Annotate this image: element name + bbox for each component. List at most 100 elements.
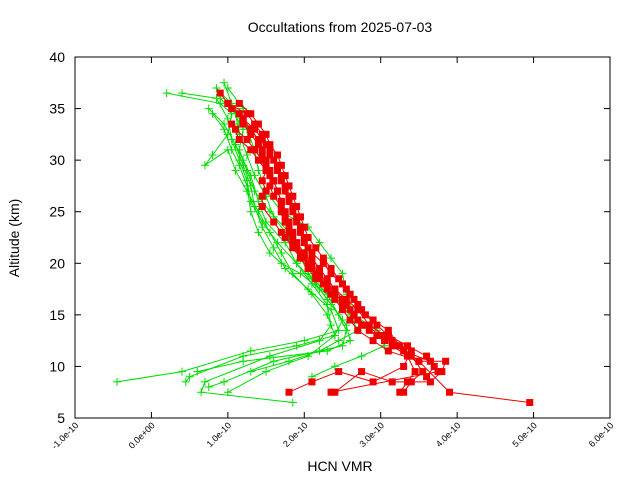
data-point-square [293, 239, 301, 247]
series-red-12 [235, 99, 450, 396]
data-point-square [300, 223, 308, 231]
data-point-plus [239, 156, 248, 165]
data-point-square [258, 146, 266, 154]
data-point-square [384, 347, 392, 355]
data-point-square [361, 321, 369, 329]
data-point-plus [315, 336, 324, 345]
data-point-square [323, 275, 331, 283]
data-point-square [388, 378, 396, 386]
data-point-square [346, 316, 354, 324]
x-tick-label: 3.0e-10 [357, 420, 386, 449]
data-point-square [277, 161, 285, 169]
data-point-square [274, 151, 282, 159]
data-point-square [281, 182, 289, 190]
data-point-square [270, 192, 278, 200]
data-point-plus [204, 104, 213, 113]
data-point-square [350, 311, 358, 319]
data-point-square [300, 239, 308, 247]
data-point-square [415, 357, 423, 365]
data-point-plus [269, 243, 278, 252]
data-point-plus [304, 285, 313, 294]
data-point-square [335, 275, 343, 283]
data-point-square [335, 368, 343, 376]
data-point-plus [262, 367, 271, 376]
data-point-square [312, 270, 320, 278]
data-point-square [266, 146, 274, 154]
data-point-plus [357, 352, 366, 361]
y-tick-label: 30 [49, 152, 65, 168]
data-point-plus [277, 248, 286, 257]
data-point-square [312, 244, 320, 252]
data-point-plus [181, 377, 190, 386]
data-point-square [339, 301, 346, 309]
data-point-square [262, 130, 270, 138]
x-tick-label: 6.0e-10 [587, 420, 616, 449]
data-point-square [411, 368, 419, 376]
data-point-square [388, 342, 396, 350]
data-point-plus [327, 321, 336, 330]
data-point-square [342, 295, 350, 303]
data-point-square [247, 130, 255, 138]
data-point-square [430, 362, 438, 370]
data-point-square [354, 306, 362, 314]
data-point-square [277, 172, 285, 180]
data-point-square [358, 368, 366, 376]
data-point-plus [200, 377, 209, 386]
data-point-square [258, 151, 266, 159]
data-point-plus [330, 331, 339, 340]
x-tick-label: 0.0e+00 [127, 420, 157, 450]
series-line [116, 82, 340, 383]
data-point-plus [296, 269, 305, 278]
data-point-square [419, 368, 427, 376]
series-green-1 [113, 78, 343, 386]
data-point-square [400, 362, 408, 370]
data-point-square [281, 213, 289, 221]
data-point-square [308, 254, 316, 262]
data-point-plus [223, 388, 232, 397]
data-point-square [262, 161, 270, 169]
data-point-plus [254, 166, 263, 175]
data-point-plus [235, 161, 244, 170]
data-point-square [369, 316, 377, 324]
data-point-plus [273, 238, 282, 247]
data-point-plus [323, 346, 332, 355]
data-point-square [296, 254, 304, 262]
y-axis-label: Altitude (km) [6, 199, 22, 278]
data-point-square [289, 234, 297, 241]
data-point-square [339, 280, 346, 288]
data-point-square [426, 378, 434, 386]
data-point-square [277, 197, 285, 205]
data-point-square [254, 120, 262, 128]
data-point-plus [239, 357, 248, 366]
data-point-plus [242, 150, 251, 159]
data-point-square [407, 352, 415, 360]
data-point-square [304, 259, 312, 267]
data-point-square [400, 388, 408, 396]
data-point-plus [223, 114, 232, 123]
data-point-plus [315, 238, 324, 247]
data-point-square [262, 187, 270, 195]
data-point-plus [220, 78, 229, 87]
data-point-square [285, 223, 293, 231]
data-point-square [251, 125, 259, 133]
data-point-square [316, 264, 324, 272]
data-point-square [266, 182, 274, 190]
data-point-plus [334, 336, 343, 345]
data-point-plus [242, 181, 251, 190]
data-point-plus [254, 228, 263, 237]
data-point-square [319, 254, 327, 262]
data-point-square [365, 321, 373, 329]
data-point-square [251, 120, 259, 128]
data-point-square [281, 234, 289, 241]
data-point-plus [342, 321, 351, 330]
series-green-6 [193, 104, 355, 376]
data-point-plus [292, 341, 301, 350]
data-point-square [423, 352, 431, 360]
data-point-square [354, 326, 362, 334]
data-point-square [396, 342, 404, 350]
series-red-14 [232, 125, 419, 396]
data-point-square [247, 125, 255, 133]
data-point-square [384, 331, 392, 339]
data-point-square [331, 295, 339, 303]
